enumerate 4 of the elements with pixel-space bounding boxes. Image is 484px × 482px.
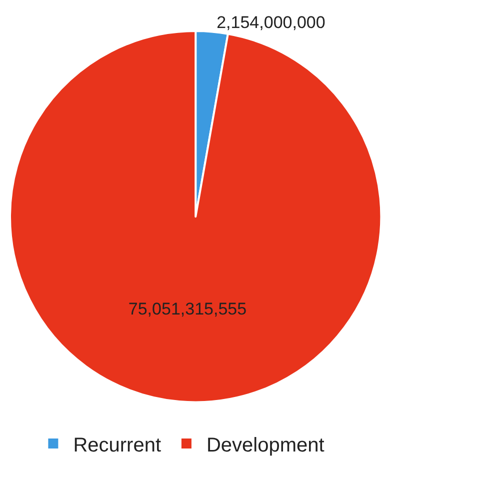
data-label: 2,154,000,000 bbox=[216, 12, 326, 32]
legend-label: Recurrent bbox=[73, 434, 162, 456]
legend-label: Development bbox=[206, 434, 325, 456]
data-label: 75,051,315,555 bbox=[128, 300, 247, 319]
